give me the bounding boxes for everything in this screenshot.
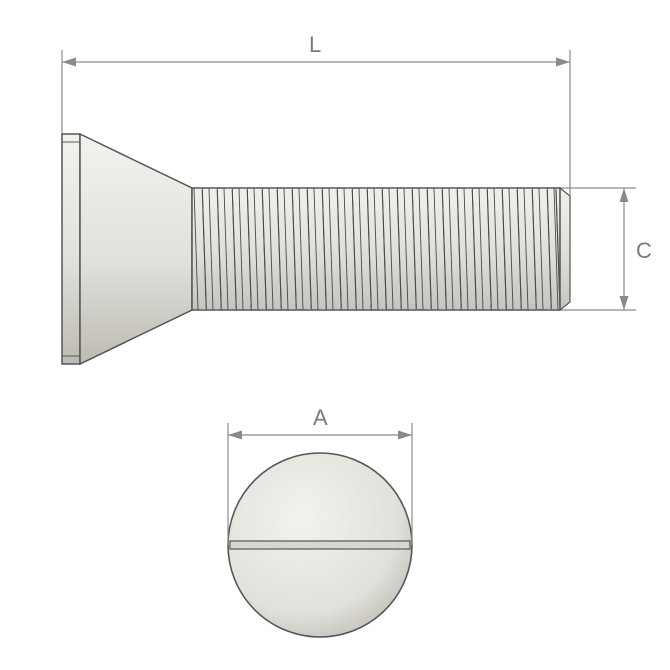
dim-label-A: A (313, 405, 328, 431)
diagram-canvas: L C A (0, 0, 670, 670)
dim-label-C: C (636, 238, 652, 264)
diagram-svg (0, 0, 670, 670)
dim-label-L: L (309, 32, 321, 58)
